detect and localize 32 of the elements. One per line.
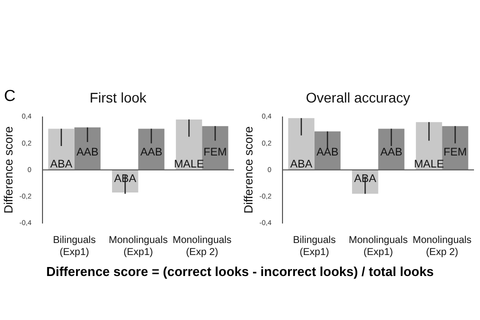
x-tick-label: Monolinguals (Exp 2) xyxy=(412,234,472,258)
x-tick-label: Bilinguals (Exp1) xyxy=(52,234,96,258)
bar xyxy=(416,122,442,170)
annotation: MALE xyxy=(414,158,444,171)
annotation: FEM xyxy=(444,146,467,159)
annotation: FEM xyxy=(204,146,227,159)
annotation: AAB xyxy=(380,146,402,159)
bar xyxy=(288,118,314,170)
x-tick-label: Bilinguals (Exp1) xyxy=(292,234,336,258)
x-tick-label: Monolinguals (Exp1) xyxy=(348,234,408,258)
text: C xyxy=(4,88,16,106)
chart-title: Overall accuracy xyxy=(306,89,410,106)
bar xyxy=(48,128,74,170)
chart-title: First look xyxy=(90,89,148,106)
annotation: ABA xyxy=(50,158,73,171)
bar xyxy=(138,128,164,170)
annotation: ABA xyxy=(290,158,313,171)
y-axis-title: Difference score xyxy=(2,126,16,214)
bar xyxy=(202,126,228,170)
annotation: AAB xyxy=(316,146,338,159)
bar xyxy=(378,128,404,170)
annotation: MALE xyxy=(174,158,204,171)
x-tick-label: Monolinguals (Exp1) xyxy=(108,234,168,258)
annotation: AAB xyxy=(76,146,98,159)
x-tick-label: Monolinguals (Exp 2) xyxy=(172,234,232,258)
bar xyxy=(442,126,468,170)
text: Difference score = (correct looks - incorrect looks) / total looks xyxy=(45,264,435,279)
bar xyxy=(74,127,101,170)
y-axis-title: Difference score xyxy=(242,126,256,214)
bar xyxy=(176,119,202,170)
bar xyxy=(314,131,341,170)
annotation: AAB xyxy=(140,146,162,159)
